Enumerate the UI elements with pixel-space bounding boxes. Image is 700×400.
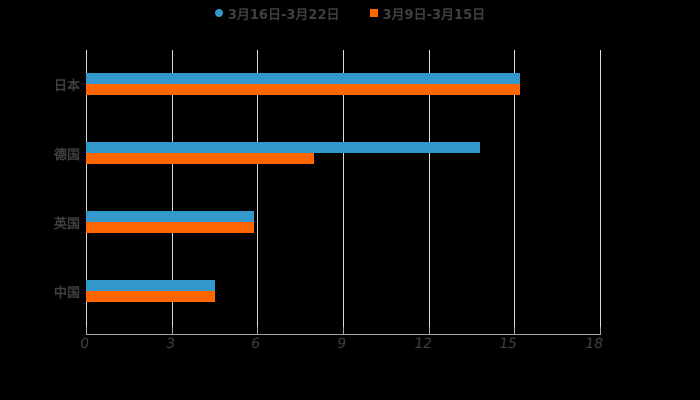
category-label: 日本 <box>53 79 80 94</box>
category-label: 中国 <box>53 286 80 301</box>
x-tick-label: 15 <box>498 336 519 352</box>
x-tick-label: 12 <box>413 336 434 352</box>
x-axis-line <box>86 334 601 335</box>
legend-item-series2[interactable]: 3月9日-3月15日 <box>369 4 486 23</box>
gridline <box>600 50 601 327</box>
axis-tick <box>86 327 87 335</box>
chart-legend: 3月16日-3月22日 3月9日-3月15日 <box>0 3 700 23</box>
bar-series2[interactable] <box>86 222 254 233</box>
gridline <box>514 50 515 327</box>
x-tick-label: 18 <box>584 336 605 352</box>
gridline <box>172 50 173 327</box>
gridline <box>429 50 430 327</box>
axis-tick <box>257 327 258 335</box>
legend-label-series1: 3月16日-3月22日 <box>227 7 340 23</box>
axis-tick <box>514 327 515 335</box>
x-tick-label: 9 <box>335 336 348 352</box>
bar-series2[interactable] <box>86 153 314 164</box>
bar-series1[interactable] <box>86 280 215 291</box>
legend-item-series1[interactable]: 3月16日-3月22日 <box>214 4 340 23</box>
gridline <box>257 50 258 327</box>
category-label: 英国 <box>53 217 80 232</box>
axis-tick <box>172 327 173 335</box>
x-tick-label: 3 <box>164 336 177 352</box>
axis-tick <box>429 327 430 335</box>
legend-label-series2: 3月9日-3月15日 <box>382 7 486 23</box>
bar-series1[interactable] <box>86 73 520 84</box>
bar-series2[interactable] <box>86 291 215 302</box>
gridline <box>86 50 87 327</box>
x-tick-label: 6 <box>249 336 262 352</box>
gridline <box>343 50 344 327</box>
x-tick-label: 0 <box>78 336 91 352</box>
series2-swatch-icon <box>369 9 378 17</box>
category-label: 德国 <box>53 148 80 163</box>
series1-swatch-icon <box>214 9 223 17</box>
axis-tick <box>600 327 601 335</box>
bar-series1[interactable] <box>86 142 480 153</box>
axis-tick <box>343 327 344 335</box>
bar-series1[interactable] <box>86 211 254 222</box>
bar-series2[interactable] <box>86 84 520 95</box>
